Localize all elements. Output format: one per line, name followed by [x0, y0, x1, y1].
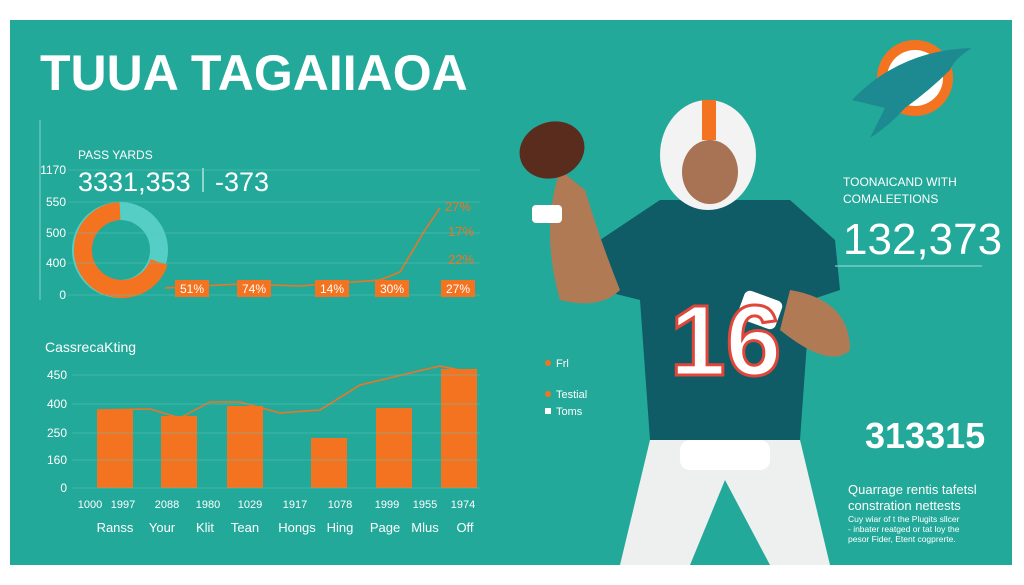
legend: Frl Testial Toms	[545, 358, 587, 418]
axis-label: 550	[46, 195, 66, 209]
legend-swatch	[545, 408, 551, 414]
year-label: 1000	[78, 499, 102, 511]
caption: TOONAICAND WITH	[843, 175, 957, 189]
category-label: Tean	[231, 520, 259, 535]
note-title: Quarrage rentis tafetsl	[848, 482, 977, 497]
year-label: 1029	[238, 499, 262, 511]
bottom-panel: CassrecaKting 450 400 250 160 0 1000 1997 2088 1…	[45, 339, 480, 535]
big-number: 132,373	[843, 215, 1002, 264]
note-body: Cuy wiar of t the Plugits sllcer	[848, 514, 960, 524]
label-box	[315, 280, 349, 297]
legend-label: Testial	[556, 389, 587, 401]
axis-label: 400	[47, 397, 67, 411]
panel-title: CassrecaKting	[45, 339, 136, 355]
year-label: 1997	[111, 499, 135, 511]
bar	[376, 408, 412, 488]
box-label: 30%	[380, 282, 404, 296]
donut-segment	[73, 202, 168, 298]
label-box	[237, 280, 271, 297]
legend-label: Frl	[556, 358, 569, 370]
axis-label: 400	[46, 256, 66, 270]
year-label: 1078	[328, 499, 352, 511]
logo	[852, 40, 972, 138]
note-body: - inbater reatged or tat loy the	[848, 524, 960, 534]
category-label: Hing	[327, 520, 354, 535]
axis-label: 1170	[40, 163, 66, 177]
box-label: 27%	[446, 282, 470, 296]
bar	[161, 416, 197, 488]
category-label: Klit	[196, 520, 214, 535]
right-panel: TOONAICAND WITH COMALEETIONS 132,373 313315…	[835, 175, 1002, 544]
legend-swatch	[545, 391, 551, 397]
axis-label: 0	[60, 481, 67, 495]
legend-label: Toms	[556, 406, 583, 418]
axis-label: 500	[46, 226, 66, 240]
top-panel: PASS YARDS 3331,353 -373 1170 550 500 400 0 5…	[39, 120, 480, 302]
player-photo: 16	[519, 100, 850, 565]
axis-label: 0	[59, 288, 66, 302]
bar	[97, 410, 133, 488]
year-label: 1955	[413, 499, 437, 511]
bar	[441, 369, 477, 488]
note-title: constration nettests	[848, 498, 961, 513]
note-body: pesor Fider, Etent cogprerte.	[848, 534, 956, 544]
box-label: 51%	[180, 282, 204, 296]
bar	[311, 438, 347, 488]
title: TUUA TAGAIIAOA	[40, 45, 468, 101]
year-label: 1974	[451, 499, 475, 511]
bar	[227, 406, 263, 488]
year-label: 1917	[283, 499, 307, 511]
category-label: Hongs	[278, 520, 316, 535]
axis-label: 250	[47, 426, 67, 440]
legend-swatch	[545, 360, 551, 366]
year-label: 1999	[375, 499, 399, 511]
box-label: 14%	[320, 282, 344, 296]
axis-label: 450	[47, 368, 67, 382]
side-label: 27%	[445, 199, 471, 214]
axis-label: 160	[47, 453, 67, 467]
year-label: 2088	[155, 499, 179, 511]
category-label: Your	[149, 520, 176, 535]
category-label: Page	[370, 520, 400, 535]
side-label: 17%	[448, 224, 474, 239]
delta: -373	[215, 167, 269, 197]
category-label: Off	[456, 520, 473, 535]
headline: 3331,353	[78, 167, 191, 197]
label-box	[441, 280, 475, 297]
svg-text:16: 16	[670, 285, 781, 397]
label: PASS YARDS	[78, 148, 153, 162]
second-number: 313315	[865, 415, 985, 456]
trend-line	[96, 365, 471, 419]
year-label: 1980	[196, 499, 220, 511]
caption: COMALEETIONS	[843, 192, 938, 206]
box-label: 74%	[242, 282, 266, 296]
label-box	[175, 280, 209, 297]
category-label: Ranss	[97, 520, 134, 535]
label-box	[375, 280, 409, 297]
side-label: 22%	[448, 252, 474, 267]
category-label: Mlus	[411, 520, 439, 535]
